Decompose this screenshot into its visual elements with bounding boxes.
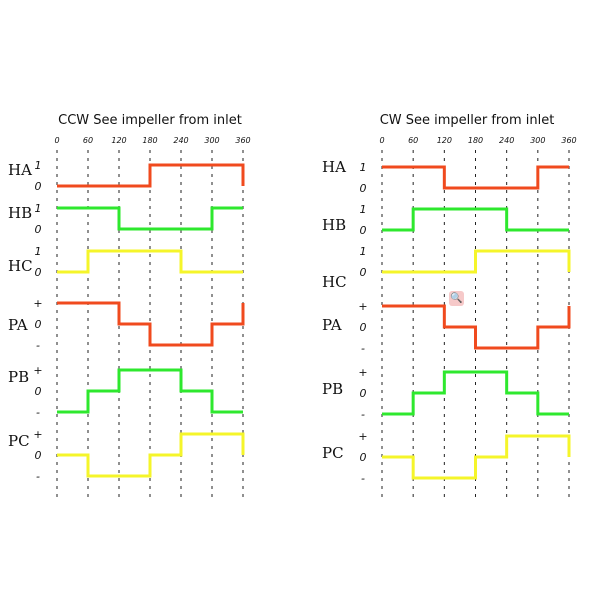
angle-tick-label: 180 bbox=[468, 136, 483, 145]
signal-row-pc: PC +0 - bbox=[322, 430, 571, 485]
level-label: + bbox=[358, 430, 367, 443]
level-label: 1 bbox=[360, 245, 367, 258]
waveform-pa bbox=[382, 304, 571, 350]
signal-row-pb: PB +0 - bbox=[322, 366, 569, 421]
level-label: + bbox=[33, 364, 42, 377]
signal-row-ha: HA 1 0 bbox=[8, 159, 245, 193]
level-label: 0 bbox=[360, 387, 367, 400]
signal-row-ha: HA 1 0 bbox=[322, 158, 569, 195]
waveform-pa bbox=[57, 301, 245, 347]
level-label: 0 bbox=[360, 266, 367, 279]
signal-label: PA bbox=[8, 316, 28, 334]
signal-row-pa: PA +0 - bbox=[8, 297, 245, 352]
level-label: 1 bbox=[35, 202, 42, 215]
signal-row-pa: PA +0 - bbox=[322, 300, 571, 355]
angle-tick-label: 240 bbox=[173, 136, 188, 145]
level-label: 1 bbox=[360, 203, 367, 216]
signal-label: PC bbox=[322, 444, 344, 462]
level-label: + bbox=[358, 366, 367, 379]
signal-row-pc: PC+0 - bbox=[8, 428, 245, 483]
angle-tick-label: 120 bbox=[111, 136, 126, 145]
level-label: + bbox=[33, 297, 42, 310]
level-label: + bbox=[33, 428, 42, 441]
signal-label: PB bbox=[322, 380, 343, 398]
angle-tick-label: 120 bbox=[437, 136, 452, 145]
signal-label: HC bbox=[8, 257, 33, 275]
level-label: 0 bbox=[35, 180, 42, 193]
diagram-ccw: CCW See impeller from inlet 0 60 120 180 240 3… bbox=[8, 113, 251, 497]
level-label: - bbox=[36, 339, 40, 352]
waveform-pc bbox=[382, 434, 571, 480]
angle-tick-label: 180 bbox=[142, 136, 157, 145]
angle-tick-label: 360 bbox=[235, 136, 250, 145]
angle-tick-label: 300 bbox=[530, 136, 545, 145]
level-label: - bbox=[361, 472, 365, 485]
level-label: + bbox=[358, 300, 367, 313]
signal-label: HA bbox=[8, 161, 32, 179]
signal-row-hb: HB 1 0 bbox=[322, 203, 569, 237]
waveform-ha bbox=[57, 163, 245, 188]
signal-label: HB bbox=[322, 216, 346, 234]
waveform-hb bbox=[57, 206, 243, 231]
waveform-ha bbox=[382, 165, 569, 190]
signal-label: PC bbox=[8, 432, 30, 450]
level-label: 1 bbox=[35, 159, 42, 172]
level-label: 0 bbox=[360, 182, 367, 195]
level-label: 0 bbox=[35, 223, 42, 236]
diagram-title: CW See impeller from inlet bbox=[380, 113, 555, 128]
diagram-cw: CW See impeller from inlet 0 60 120 180 240 30… bbox=[322, 113, 577, 497]
level-label: 0 bbox=[35, 266, 42, 279]
signal-row-hc: HC1 0 bbox=[8, 245, 243, 279]
angle-tick-label: 60 bbox=[83, 136, 93, 145]
level-label: 0 bbox=[360, 224, 367, 237]
level-label: - bbox=[361, 342, 365, 355]
signal-row-pb: PB +0 - bbox=[8, 364, 243, 419]
angle-tick-label: 60 bbox=[408, 136, 418, 145]
level-label: 0 bbox=[35, 318, 42, 331]
level-label: - bbox=[361, 408, 365, 421]
level-label: 1 bbox=[35, 245, 42, 258]
signal-row-hc: HC 1 0 bbox=[322, 245, 571, 291]
waveform-pb bbox=[382, 370, 569, 416]
angle-tick-label: 0 bbox=[54, 136, 59, 145]
level-label: - bbox=[36, 470, 40, 483]
waveform-hc bbox=[382, 249, 571, 274]
waveform-pb bbox=[57, 368, 243, 414]
signal-label: PA bbox=[322, 316, 342, 334]
signal-label: HA bbox=[322, 158, 346, 176]
diagram-title: CCW See impeller from inlet bbox=[58, 113, 242, 128]
level-label: 0 bbox=[35, 449, 42, 462]
level-label: 0 bbox=[360, 451, 367, 464]
level-label: 0 bbox=[35, 385, 42, 398]
level-label: 1 bbox=[360, 161, 367, 174]
waveform-hc bbox=[57, 249, 243, 274]
signal-label: HB bbox=[8, 204, 32, 222]
waveform-pc bbox=[57, 432, 245, 478]
magnifier-icon[interactable]: 🔍 bbox=[449, 291, 464, 306]
angle-tick-label: 360 bbox=[561, 136, 576, 145]
level-label: - bbox=[36, 406, 40, 419]
angle-tick-label: 240 bbox=[499, 136, 514, 145]
level-label: 0 bbox=[360, 321, 367, 334]
waveform-hb bbox=[382, 207, 569, 232]
angle-tick-label: 0 bbox=[379, 136, 384, 145]
signal-label: HC bbox=[322, 273, 347, 291]
signal-label: PB bbox=[8, 368, 29, 386]
angle-tick-label: 300 bbox=[204, 136, 219, 145]
